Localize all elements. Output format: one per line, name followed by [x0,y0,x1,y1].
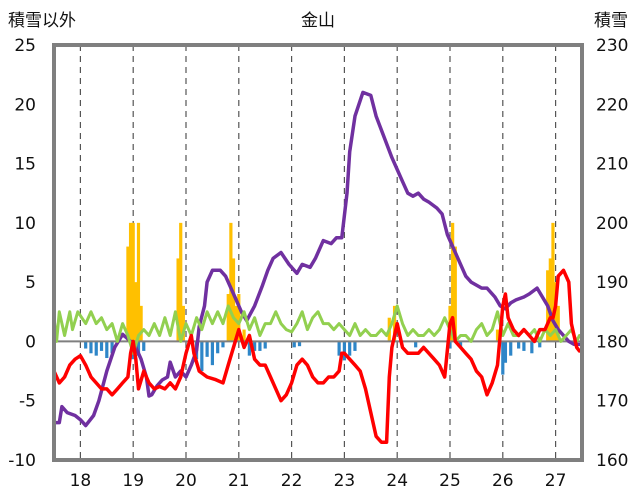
y-left-tick: 5 [25,273,36,293]
bar-0-7 [179,222,183,342]
bar-0-16 [392,305,397,342]
bar-1-5 [110,341,114,354]
chart-title: 金山 [301,11,335,31]
bar-1-0 [84,341,88,349]
bar-0-11 [231,258,236,342]
line-series [52,90,582,444]
bar-1-29 [503,341,508,363]
bar-1-31 [517,341,521,349]
bar-1-33 [530,341,534,354]
y-right-tick: 200 [596,214,628,234]
y-right-tick: 180 [596,332,628,352]
bar-0-12 [234,305,238,342]
bar-0-5 [139,305,143,342]
bar-1-10 [200,341,204,372]
x-tick: 19 [122,471,144,491]
y-right-tick: 230 [596,36,628,56]
bar-0-9 [226,294,230,342]
line-series-3 [52,304,581,355]
y-left-tick: -10 [8,451,36,471]
x-tick: 24 [386,471,408,491]
y-left-axis-label: 積雪以外 [8,11,76,31]
bar-1-15 [247,341,251,356]
bar-0-18 [451,222,455,342]
bar-0-0 [126,246,130,342]
bar-0-6 [176,258,180,342]
bar-1-2 [94,341,98,356]
x-tick: 21 [228,471,250,491]
bar-1-14 [221,341,225,348]
plot-frame [52,43,584,462]
y-right-axis-label: 積雪 [594,11,628,31]
y-left-tick: 0 [25,332,36,352]
bar-0-20 [495,329,500,342]
y-right-tick: 220 [596,95,628,115]
bar-0-22 [548,258,552,342]
x-tick-labels: 18 19 20 21 22 23 24 25 26 27 [70,471,567,491]
bar-1-22 [342,341,346,361]
x-tick: 27 [545,471,567,491]
bar-1-16 [253,341,257,351]
bar-1-30 [509,341,513,356]
bar-0-23 [551,222,555,342]
y-left-tick-labels: -10 -5 0 5 10 15 20 25 [8,36,36,471]
bar-1-20 [297,341,302,347]
bar-1-34 [538,341,542,348]
y-left-tick: 25 [14,36,36,56]
bar-0-10 [229,222,233,342]
bar-0-3 [134,282,138,342]
bar-1-3 [99,341,104,351]
bar-0-2 [131,222,135,342]
bar-1-25 [414,341,418,348]
y-right-tick-labels: 160 170 180 190 200 210 220 230 [596,36,628,471]
x-tick: 20 [175,471,197,491]
y-right-tick: 210 [596,155,628,175]
bar-1-26 [448,341,452,349]
bar-1-17 [258,341,262,351]
line-series-4 [52,268,582,444]
bar-1-32 [522,341,526,351]
bar-1-7 [136,341,141,356]
bar-1-23 [348,341,352,356]
bar-1-1 [89,341,93,354]
bar-1-11 [205,341,209,357]
bar-0-13 [237,294,241,342]
y-left-tick: -5 [19,392,36,412]
bar-1-18 [263,341,267,349]
x-tick: 26 [492,471,514,491]
bar-1-4 [105,341,109,359]
y-left-tick: 20 [14,95,36,115]
bar-0-1 [128,222,133,342]
vertical-gridlines [79,45,557,460]
x-tick: 23 [334,471,356,491]
y-left-tick: 10 [14,214,36,234]
bar-0-4 [136,222,141,342]
bar-1-24 [353,341,357,351]
bar-1-8 [142,341,146,351]
y-left-tick: 15 [14,155,36,175]
bar-0-25 [556,305,560,342]
bar-1-19 [292,341,296,348]
x-tick: 25 [439,471,461,491]
y-right-tick: 170 [596,392,628,412]
bar-0-8 [181,305,185,342]
y-right-tick: 160 [596,451,628,471]
bar-1-27 [458,341,463,348]
bar-0-14 [242,329,246,342]
x-tick: 18 [70,471,92,491]
x-tick: 22 [281,471,303,491]
y-right-tick: 190 [596,273,628,293]
bar-1-28 [501,341,505,375]
bar-1-13 [216,341,220,354]
bar-1-21 [337,341,341,356]
bar-0-19 [453,246,457,342]
bar-1-12 [210,341,214,366]
